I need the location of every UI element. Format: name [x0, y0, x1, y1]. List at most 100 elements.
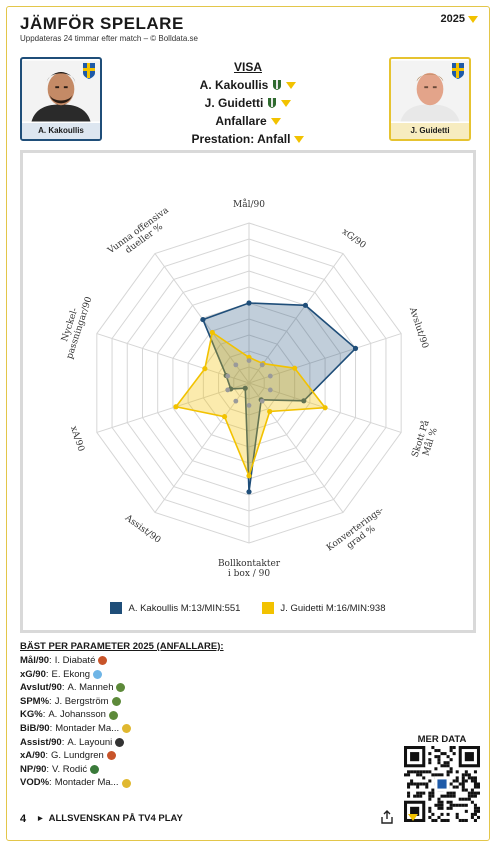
- dropdown-triangle-icon[interactable]: [408, 814, 418, 821]
- series-point: [302, 302, 309, 308]
- position-selector[interactable]: Anfallare: [140, 112, 356, 130]
- footer-label: ALLSVENSKAN PÅ TV4 PLAY: [48, 812, 183, 824]
- best-row: BiB/90: Montader Ma...: [20, 722, 320, 736]
- radar-series: [173, 300, 359, 495]
- axis-label: Avslut/90: [407, 305, 430, 350]
- best-separator: :: [49, 777, 52, 789]
- best-param: Assist/90: [20, 736, 62, 748]
- best-player: A. Manneh: [67, 682, 114, 694]
- dropdown-triangle-icon: [270, 117, 281, 125]
- best-player: A. Johansson: [48, 709, 106, 721]
- best-separator: :: [61, 682, 65, 694]
- best-player: I. Diabaté: [54, 655, 96, 666]
- best-row: SPM%: J. Bergström: [20, 695, 320, 709]
- axis-marker: [233, 398, 239, 404]
- svg-text:4: 4: [20, 813, 27, 824]
- player-card-left[interactable]: A. Kakoullis: [20, 57, 102, 141]
- legend-item-right: J. Guidetti M:16/MIN:938: [262, 602, 386, 614]
- club-badge-icon: [122, 724, 132, 734]
- series-point: [246, 489, 252, 495]
- radar-chart: Mål/90 xG/90 Avslut/90 Skott På Mål % Konvert…: [20, 150, 476, 633]
- best-param: SPM%: [20, 695, 50, 707]
- series-point: [246, 473, 252, 479]
- best-param: Mål/90: [20, 655, 50, 666]
- play-arrow-icon: ▶: [38, 815, 43, 822]
- series-point: [202, 366, 208, 372]
- best-row: xA/90: G. Lundgren: [20, 749, 320, 763]
- series-point: [267, 408, 273, 415]
- year-selector[interactable]: 2025: [441, 13, 478, 25]
- tv4-logo-icon: 4: [20, 813, 27, 824]
- share-icon[interactable]: [380, 810, 394, 824]
- best-separator: :: [49, 695, 52, 707]
- best-row: VOD%: Montader Ma...: [20, 776, 320, 790]
- best-param: NP/90: [20, 763, 47, 775]
- axis-marker: [225, 387, 231, 393]
- legend-label-right: J. Guidetti M:16/MIN:938: [280, 602, 386, 614]
- radar-spoke: [96, 333, 250, 384]
- axis-label: Konverterings-grad %: [325, 505, 386, 553]
- position-label: Anfallare: [215, 114, 267, 128]
- best-row: KG%: A. Johansson: [20, 708, 320, 722]
- best-param: KG%: [20, 709, 43, 721]
- axis-label: Nyckel-passningar/90: [60, 295, 94, 360]
- best-row: NP/90: V. Rodić: [20, 763, 320, 777]
- player2-selector[interactable]: J. Guidetti: [140, 94, 356, 112]
- visa-heading: VISA: [233, 60, 262, 74]
- performance-selector[interactable]: Prestation: Anfall: [140, 130, 356, 148]
- series-point: [292, 365, 298, 371]
- best-player: J. Bergström: [54, 695, 109, 707]
- axis-label-text: Assist/90: [122, 513, 162, 546]
- player-name-right: J. Guidetti: [391, 123, 469, 139]
- best-player: G. Lundgren: [51, 750, 104, 762]
- radar-grid: [96, 222, 402, 544]
- radar-spoke: [96, 382, 250, 433]
- radar-spoke: [248, 333, 402, 384]
- series-point: [246, 300, 252, 306]
- best-param: xG/90: [20, 668, 46, 680]
- axis-label-text: Avslut/90: [407, 305, 430, 350]
- best-row: Mål/90: I. Diabaté: [20, 654, 320, 668]
- best-separator: :: [45, 668, 49, 680]
- more-data-label: MER DATA: [417, 734, 467, 745]
- club-badge-icon: [106, 751, 116, 761]
- series-point: [209, 329, 215, 336]
- axis-marker: [233, 362, 239, 368]
- best-param: Avslut/90: [20, 682, 62, 694]
- legend-swatch-right: [262, 602, 275, 614]
- footer-link[interactable]: 4 ▶ ALLSVENSKAN PÅ TV4 PLAY: [20, 812, 183, 825]
- series-point: [200, 316, 206, 323]
- dropdown-triangle-icon: [281, 99, 292, 107]
- qr-code[interactable]: [404, 746, 480, 822]
- best-row: Avslut/90: A. Manneh: [20, 681, 320, 695]
- axis-marker: [259, 398, 265, 404]
- club-badge-icon: [115, 737, 125, 747]
- club-badge-icon: [111, 697, 121, 707]
- radar-spoke: [248, 382, 344, 513]
- best-param: VOD%: [20, 777, 50, 789]
- year-value: 2025: [440, 13, 465, 25]
- axis-marker: [246, 358, 252, 363]
- club-badge-icon: [268, 98, 277, 108]
- axis-label: xA/90: [68, 425, 86, 453]
- axis-marker: [267, 387, 273, 393]
- dropdown-triangle-icon: [294, 135, 305, 143]
- axis-label: xG/90: [340, 227, 368, 251]
- club-badge-icon: [108, 710, 118, 720]
- best-player: V. Rodić: [52, 763, 88, 775]
- player-photo-right: [391, 60, 469, 122]
- dropdown-triangle-icon: [286, 81, 297, 89]
- player1-selector[interactable]: A. Kakoullis: [140, 76, 356, 94]
- sweden-crest-icon: [83, 63, 95, 79]
- axis-label-text: xG/90: [340, 227, 368, 251]
- axis-label-text: Mål/90: [233, 198, 265, 210]
- legend-swatch-left: [110, 602, 123, 614]
- club-badge-icon: [93, 669, 103, 679]
- series-point: [301, 398, 307, 404]
- player-card-right[interactable]: J. Guidetti: [389, 57, 471, 141]
- legend-label-left: A. Kakoullis M:13/MIN:551: [128, 602, 241, 614]
